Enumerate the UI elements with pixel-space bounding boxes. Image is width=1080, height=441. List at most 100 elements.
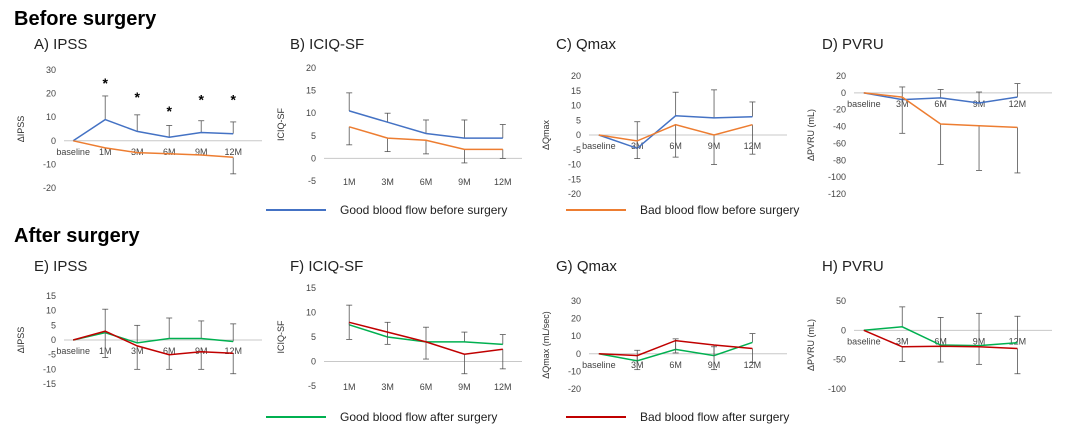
y-axis-label: ΔQmax bbox=[541, 119, 551, 150]
y-tick-label: 10 bbox=[306, 108, 316, 118]
y-tick-label: -5 bbox=[48, 350, 56, 360]
y-axis-label: ΔQmax (mL/sec) bbox=[541, 311, 551, 379]
x-tick-label: 12M bbox=[494, 177, 512, 187]
y-tick-label: 5 bbox=[311, 332, 316, 342]
panel-title-b: B) ICIQ-SF bbox=[290, 36, 365, 53]
legend-swatch-bad-before bbox=[566, 209, 626, 211]
section-title-before: Before surgery bbox=[14, 8, 157, 30]
y-tick-label: 30 bbox=[46, 65, 56, 75]
y-tick-label: 0 bbox=[841, 88, 846, 98]
y-tick-label: -15 bbox=[43, 379, 56, 389]
y-tick-label: 0 bbox=[841, 325, 846, 335]
x-tick-label: baseline bbox=[582, 141, 616, 151]
series-line bbox=[598, 339, 753, 357]
y-tick-label: 20 bbox=[836, 71, 846, 81]
legend-swatch-bad-after bbox=[566, 416, 626, 418]
x-tick-label: baseline bbox=[56, 346, 90, 356]
x-tick-label: 3M bbox=[381, 382, 394, 392]
x-tick-label: 6M bbox=[163, 147, 176, 157]
y-tick-label: -20 bbox=[568, 189, 581, 199]
y-tick-label: 10 bbox=[46, 112, 56, 122]
y-tick-label: 0 bbox=[51, 335, 56, 345]
series-line bbox=[72, 118, 234, 142]
legend-label-good-before: Good blood flow before surgery bbox=[340, 203, 508, 217]
series-line bbox=[863, 92, 1018, 104]
series-line bbox=[349, 321, 503, 355]
series-line bbox=[863, 329, 1018, 350]
x-tick-label: 3M bbox=[381, 177, 394, 187]
y-tick-label: 10 bbox=[571, 101, 581, 111]
x-tick-label: 12M bbox=[224, 147, 242, 157]
y-tick-label: 0 bbox=[311, 357, 316, 367]
y-tick-label: 0 bbox=[51, 136, 56, 146]
y-tick-label: 10 bbox=[46, 306, 56, 316]
y-tick-label: -10 bbox=[43, 159, 56, 169]
legend-label-bad-after: Bad blood flow after surgery bbox=[640, 410, 790, 424]
panel-title-f: F) ICIQ-SF bbox=[290, 258, 364, 275]
panel-title-d: D) PVRU bbox=[822, 36, 884, 53]
y-tick-label: -80 bbox=[833, 155, 846, 165]
y-tick-label: 0 bbox=[311, 153, 316, 163]
y-axis-label: ΔPVRU (mL) bbox=[806, 319, 816, 371]
x-tick-label: 6M bbox=[934, 99, 947, 109]
x-tick-label: baseline bbox=[56, 147, 90, 157]
y-tick-label: -10 bbox=[568, 160, 581, 170]
y-tick-label: -5 bbox=[308, 381, 316, 391]
y-tick-label: 20 bbox=[46, 89, 56, 99]
x-tick-label: 12M bbox=[224, 346, 242, 356]
x-tick-label: 1M bbox=[343, 382, 356, 392]
y-tick-label: 50 bbox=[836, 296, 846, 306]
section-title-after: After surgery bbox=[14, 225, 140, 247]
legend-good-after: Good blood flow after surgery bbox=[266, 410, 497, 424]
series-line bbox=[863, 326, 1018, 347]
series-line bbox=[598, 115, 753, 150]
y-tick-label: 15 bbox=[306, 86, 316, 96]
y-tick-label: 5 bbox=[311, 131, 316, 141]
y-tick-label: -5 bbox=[573, 145, 581, 155]
x-tick-label: 1M bbox=[99, 147, 112, 157]
x-tick-label: baseline bbox=[847, 99, 881, 109]
y-tick-label: -120 bbox=[828, 189, 846, 199]
x-tick-label: 12M bbox=[1009, 99, 1027, 109]
series-line bbox=[73, 331, 234, 344]
x-tick-label: 12M bbox=[744, 360, 762, 370]
legend-bad-before: Bad blood flow before surgery bbox=[566, 203, 799, 217]
y-tick-label: 20 bbox=[571, 314, 581, 324]
series-line bbox=[348, 126, 503, 151]
chart-b: ICIQ-SF -5 0 5 10 15 20 1M 3M 6M 9M 12M bbox=[276, 63, 522, 187]
legend-good-before: Good blood flow before surgery bbox=[266, 203, 507, 217]
series-line bbox=[73, 330, 234, 356]
y-tick-label: -20 bbox=[568, 384, 581, 394]
x-tick-label: baseline bbox=[582, 360, 616, 370]
significance-marker: * bbox=[166, 103, 172, 119]
y-axis-label: ICIQ-SF bbox=[276, 320, 286, 354]
chart-a: ΔIPSS -20 -10 0 10 20 30 baseline 1M 3M 6M 9M 12M * * *… bbox=[16, 65, 262, 193]
significance-marker: * bbox=[230, 91, 236, 107]
y-tick-label: 15 bbox=[46, 291, 56, 301]
panel-title-e: E) IPSS bbox=[34, 258, 88, 275]
series-line bbox=[863, 92, 1018, 129]
y-tick-label: -100 bbox=[828, 384, 846, 394]
legend-label-good-after: Good blood flow after surgery bbox=[340, 410, 498, 424]
x-tick-label: 12M bbox=[494, 382, 512, 392]
y-tick-label: -10 bbox=[43, 364, 56, 374]
x-tick-label: 9M bbox=[458, 382, 471, 392]
y-tick-label: -20 bbox=[833, 105, 846, 115]
y-tick-label: 5 bbox=[576, 115, 581, 125]
legend-label-bad-before: Bad blood flow before surgery bbox=[640, 203, 800, 217]
legend-swatch-good-before bbox=[266, 209, 326, 211]
y-tick-label: -40 bbox=[833, 122, 846, 132]
y-axis-label: ΔIPSS bbox=[16, 327, 26, 354]
y-tick-label: 15 bbox=[571, 86, 581, 96]
y-axis-label: ΔIPSS bbox=[16, 116, 26, 143]
x-tick-label: 6M bbox=[420, 382, 433, 392]
y-tick-label: -15 bbox=[568, 174, 581, 184]
panel-title-g: G) Qmax bbox=[556, 258, 617, 275]
y-tick-label: 20 bbox=[571, 71, 581, 81]
significance-marker: * bbox=[198, 91, 204, 107]
x-tick-label: 9M bbox=[458, 177, 471, 187]
